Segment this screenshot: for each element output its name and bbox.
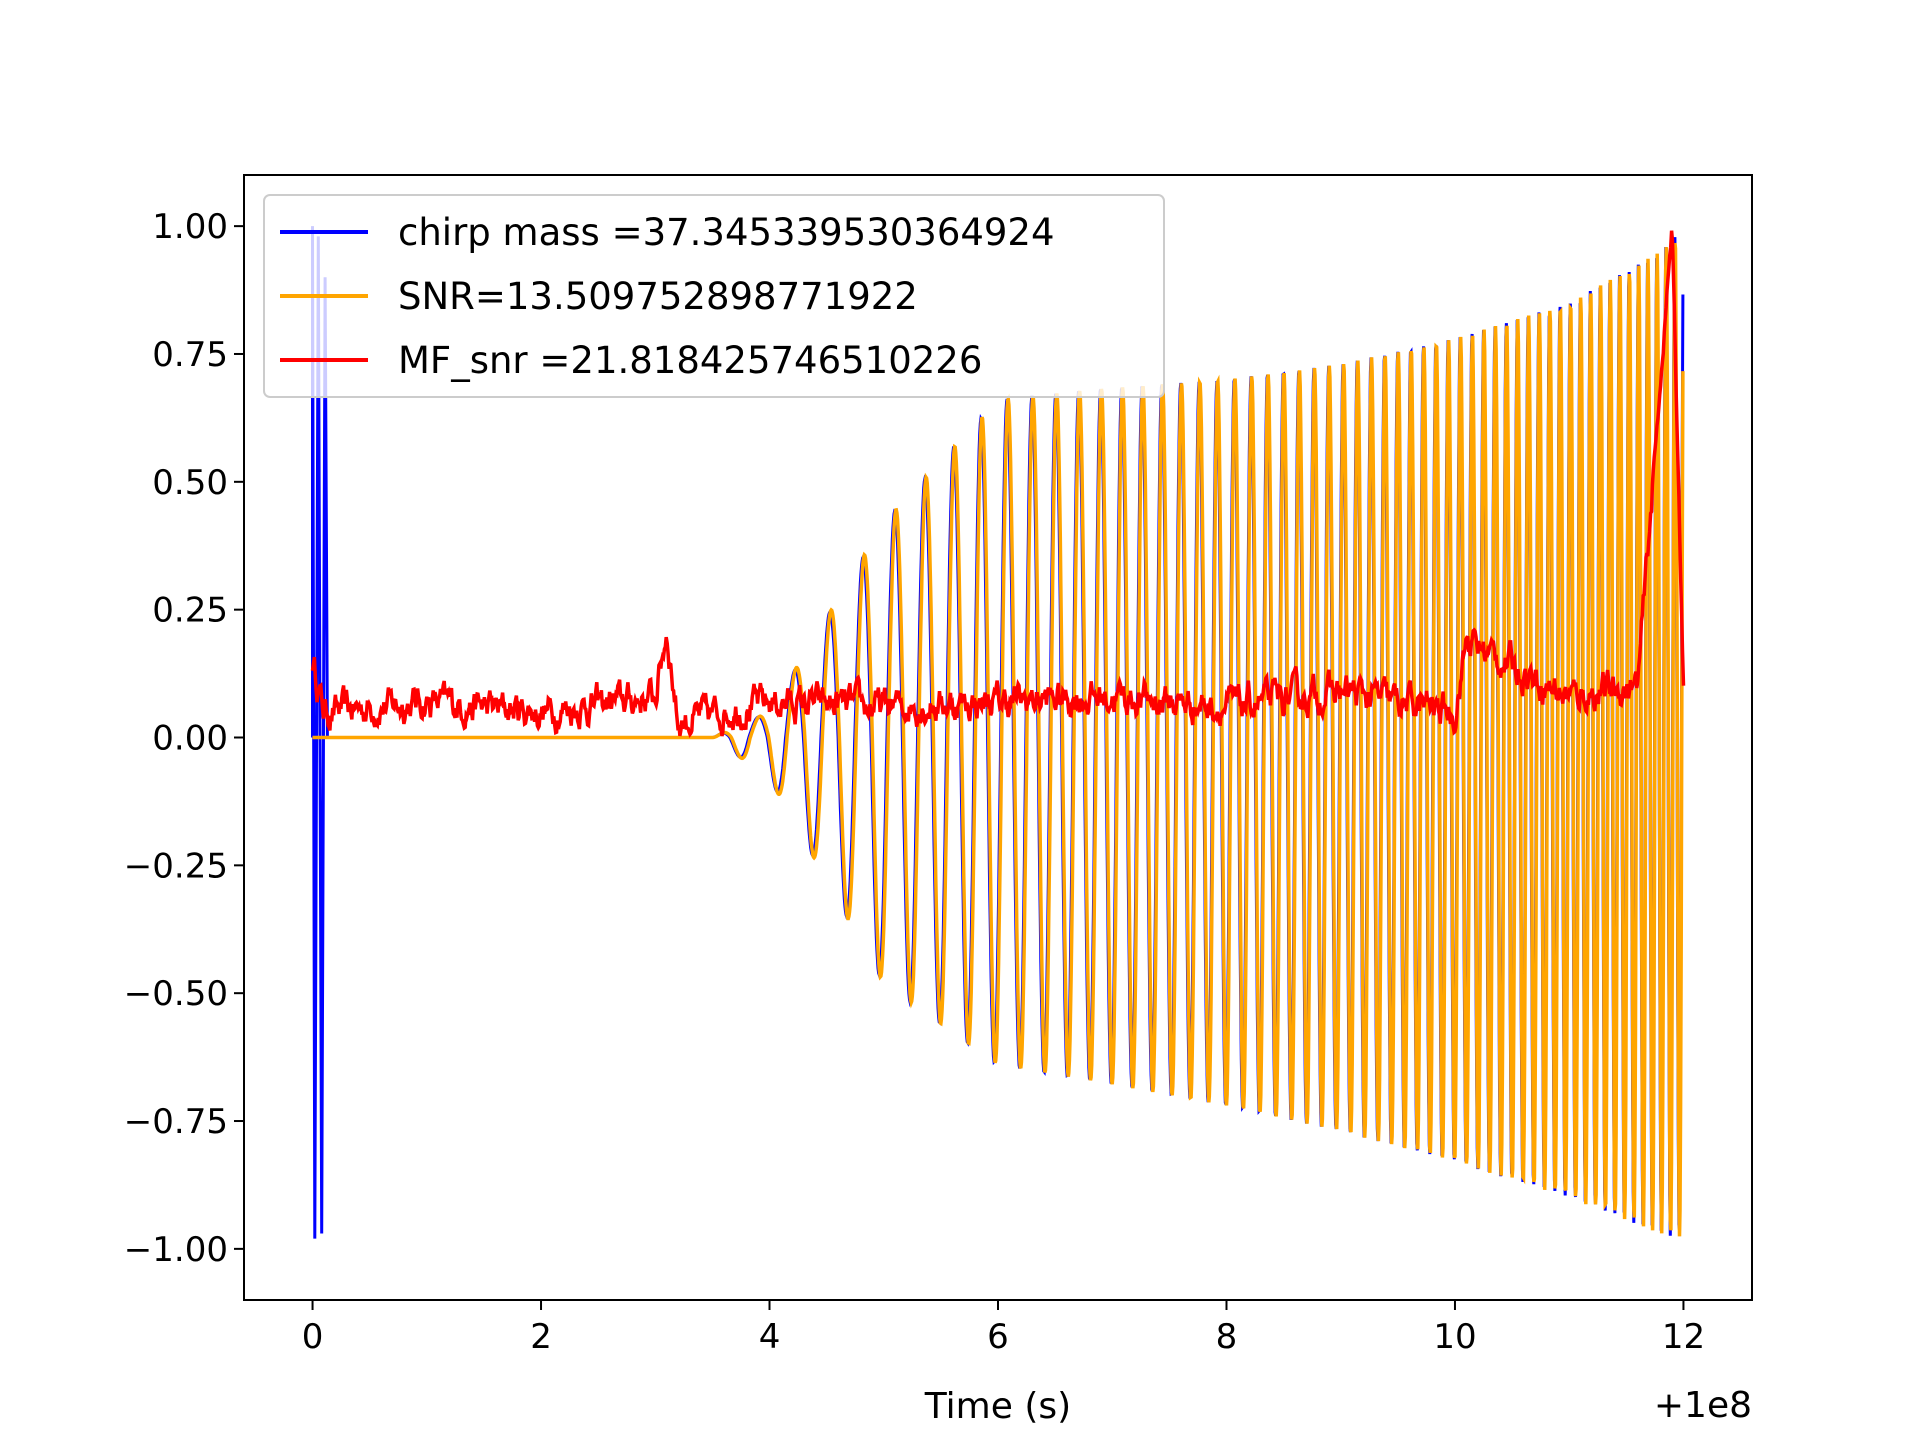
x-tick-label: 2: [530, 1317, 552, 1357]
legend-entry-label: chirp mass =37.345339530364924: [398, 211, 1055, 254]
x-tick-label: 10: [1433, 1317, 1476, 1357]
y-tick-label: 0.75: [152, 335, 228, 375]
y-tick-label: 1.00: [152, 207, 228, 247]
x-tick-label: 0: [302, 1317, 324, 1357]
legend: chirp mass =37.345339530364924 SNR=13.509…: [263, 194, 1165, 398]
x-tick-label: 4: [759, 1317, 781, 1357]
x-axis-label: Time (s): [924, 1386, 1071, 1427]
series-snr-line: [312, 242, 1685, 1237]
series-mf-snr-line: [310, 230, 1686, 738]
y-tick-label: −1.00: [124, 1230, 228, 1270]
y-tick-label: −0.75: [124, 1102, 228, 1142]
y-tick-label: 0.00: [152, 719, 228, 759]
y-tick-label: −0.50: [124, 974, 228, 1014]
x-offset-label: +1e8: [1654, 1385, 1752, 1426]
legend-entry-label: MF_snr =21.818425746510226: [398, 339, 982, 382]
y-tick-label: −0.25: [124, 846, 228, 886]
x-tick-label: 12: [1662, 1317, 1705, 1357]
y-tick-label: 0.25: [152, 591, 228, 631]
x-tick-label: 8: [1216, 1317, 1238, 1357]
y-tick-label: 0.50: [152, 463, 228, 503]
legend-box: [263, 194, 1165, 398]
legend-entry-label: SNR=13.509752898771922: [398, 275, 918, 318]
x-tick-label: 6: [987, 1317, 1009, 1357]
